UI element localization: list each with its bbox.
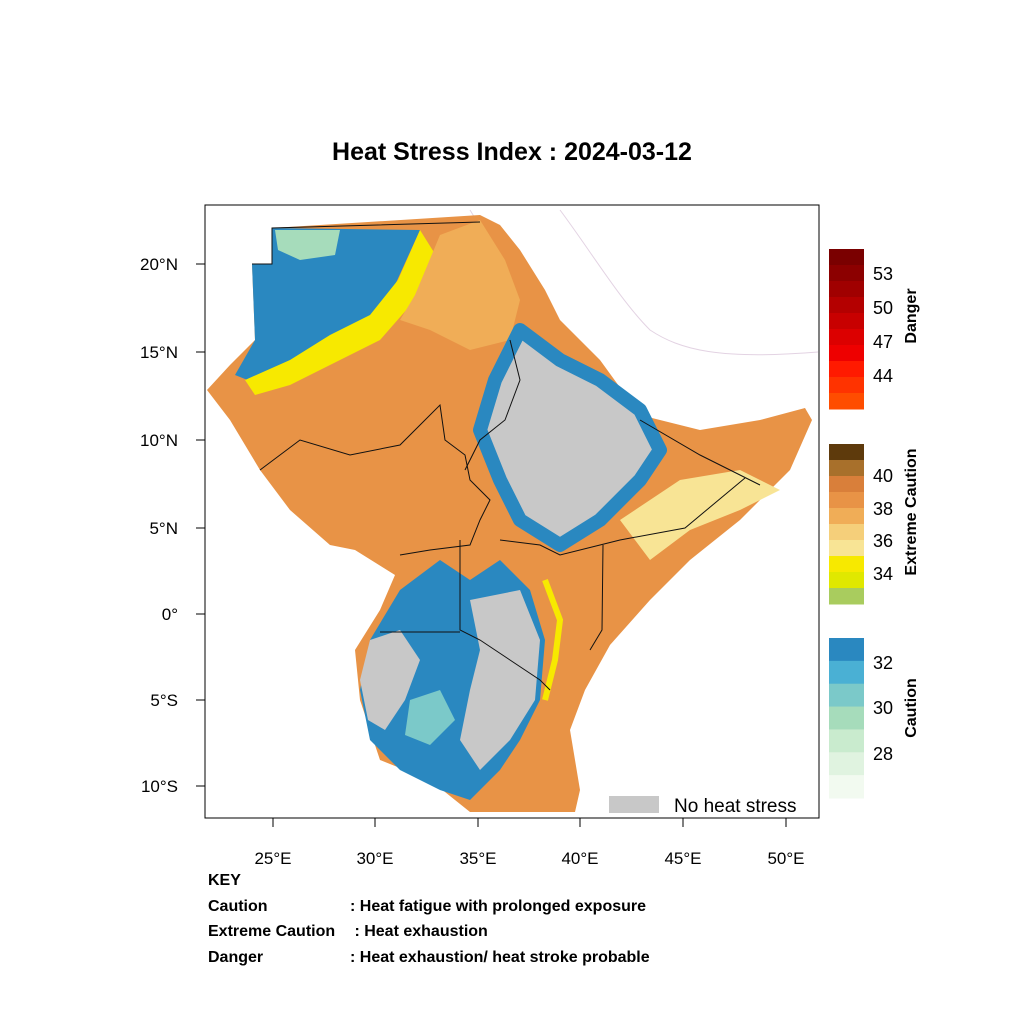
danger-colorbar	[829, 249, 864, 410]
caution-swatch	[829, 706, 864, 730]
danger-tick-label: 47	[873, 332, 893, 352]
map-title: Heat Stress Index : 2024-03-12	[332, 138, 692, 166]
ec-tick-label: 38	[873, 499, 893, 519]
key-section: KEY Caution : Heat fatigue with prolonged…	[208, 868, 650, 970]
extreme-caution-swatch	[829, 540, 864, 557]
lon-tick-label: 50°E	[767, 849, 804, 868]
lon-tick-label: 45°E	[664, 849, 701, 868]
extreme-caution-swatch	[829, 556, 864, 573]
extreme-caution-swatch	[829, 508, 864, 525]
region-light-orange	[400, 220, 520, 350]
caution-colorbar	[829, 638, 864, 799]
region-no-stress-ethiopia	[480, 330, 660, 545]
caution-bar-title: Caution	[903, 678, 920, 738]
caution-swatch	[829, 638, 864, 662]
ec-tick-label: 36	[873, 531, 893, 551]
danger-swatch	[829, 281, 864, 298]
lon-tick-label: 40°E	[561, 849, 598, 868]
region-yellow-east	[542, 578, 564, 701]
extreme-caution-swatch	[829, 524, 864, 541]
key-term: Caution	[208, 897, 268, 915]
danger-swatch	[829, 313, 864, 330]
caution-swatch	[829, 775, 864, 799]
lat-tick-label: 20°N	[140, 255, 178, 274]
caution-tick-label: 28	[873, 744, 893, 764]
key-desc: : Heat fatigue with prolonged exposure	[350, 897, 647, 915]
danger-swatch	[829, 393, 864, 410]
caution-swatch	[829, 729, 864, 753]
danger-bar-title: Danger	[903, 288, 920, 343]
danger-tick-label: 53	[873, 264, 893, 284]
lat-tick-label: 10°S	[141, 777, 178, 796]
lon-tick-label: 30°E	[356, 849, 393, 868]
danger-swatch	[829, 249, 864, 266]
danger-swatch	[829, 297, 864, 314]
danger-swatch	[829, 329, 864, 346]
key-row-caution: Caution : Heat fatigue with prolonged exp…	[208, 894, 650, 920]
caution-swatch	[829, 683, 864, 708]
country-borders	[252, 221, 761, 691]
region-caution-light-south	[405, 690, 455, 745]
lat-tick-label: 15°N	[140, 343, 178, 362]
lon-tick-label: 25°E	[254, 849, 291, 868]
danger-swatch	[829, 361, 864, 378]
extreme-caution-swatch	[829, 476, 864, 493]
key-term: Danger	[208, 948, 264, 966]
danger-swatch	[829, 265, 864, 282]
extreme-caution-swatch	[829, 572, 864, 589]
region-no-stress-south	[460, 590, 540, 770]
plot-frame	[204, 204, 820, 819]
danger-tick-label: 44	[873, 366, 893, 386]
key-desc: : Heat exhaustion	[350, 923, 488, 940]
region-caution-ethiopia-rim	[473, 323, 667, 552]
danger-swatch	[829, 377, 864, 394]
danger-swatch	[829, 345, 864, 362]
extreme-caution-swatch	[829, 492, 864, 509]
caution-tick-label: 30	[873, 698, 893, 718]
lat-tick-label: 10°N	[140, 431, 178, 450]
key-row-danger: Danger : Heat exhaustion/ heat stroke pro…	[208, 945, 650, 971]
danger-tick-label: 50	[873, 298, 893, 318]
no-heat-stress-label: No heat stress	[674, 796, 797, 817]
region-yellow-band	[245, 230, 440, 395]
extreme-caution-swatch	[829, 588, 864, 605]
region-no-stress-west	[360, 630, 420, 730]
key-term: Extreme Caution	[208, 923, 336, 940]
region-caution-north	[235, 228, 420, 385]
caution-swatch	[829, 752, 864, 776]
ec-bar-title: Extreme Caution	[903, 448, 920, 575]
caution-tick-label: 32	[873, 653, 893, 673]
ec-tick-label: 34	[873, 564, 893, 584]
key-row-extreme-caution: Extreme Caution : Heat exhaustion	[208, 919, 650, 945]
lat-tick-label: 0°	[162, 605, 178, 624]
ec-tick-label: 40	[873, 466, 893, 486]
no-heat-stress-swatch	[609, 796, 659, 813]
region-caution-north-light	[275, 230, 340, 260]
lat-tick-label: 5°N	[149, 519, 178, 538]
caution-swatch	[829, 660, 864, 685]
axis-ticks	[196, 263, 787, 827]
lat-tick-label: 5°S	[150, 691, 178, 710]
extreme-caution-swatch	[829, 460, 864, 477]
key-heading: KEY	[208, 872, 241, 889]
key-desc: : Heat exhaustion/ heat stroke probable	[350, 948, 650, 966]
extreme-caution-colorbar	[829, 444, 864, 605]
lon-tick-label: 35°E	[459, 849, 496, 868]
heat-stress-map	[207, 215, 812, 812]
extreme-caution-swatch	[829, 444, 864, 461]
